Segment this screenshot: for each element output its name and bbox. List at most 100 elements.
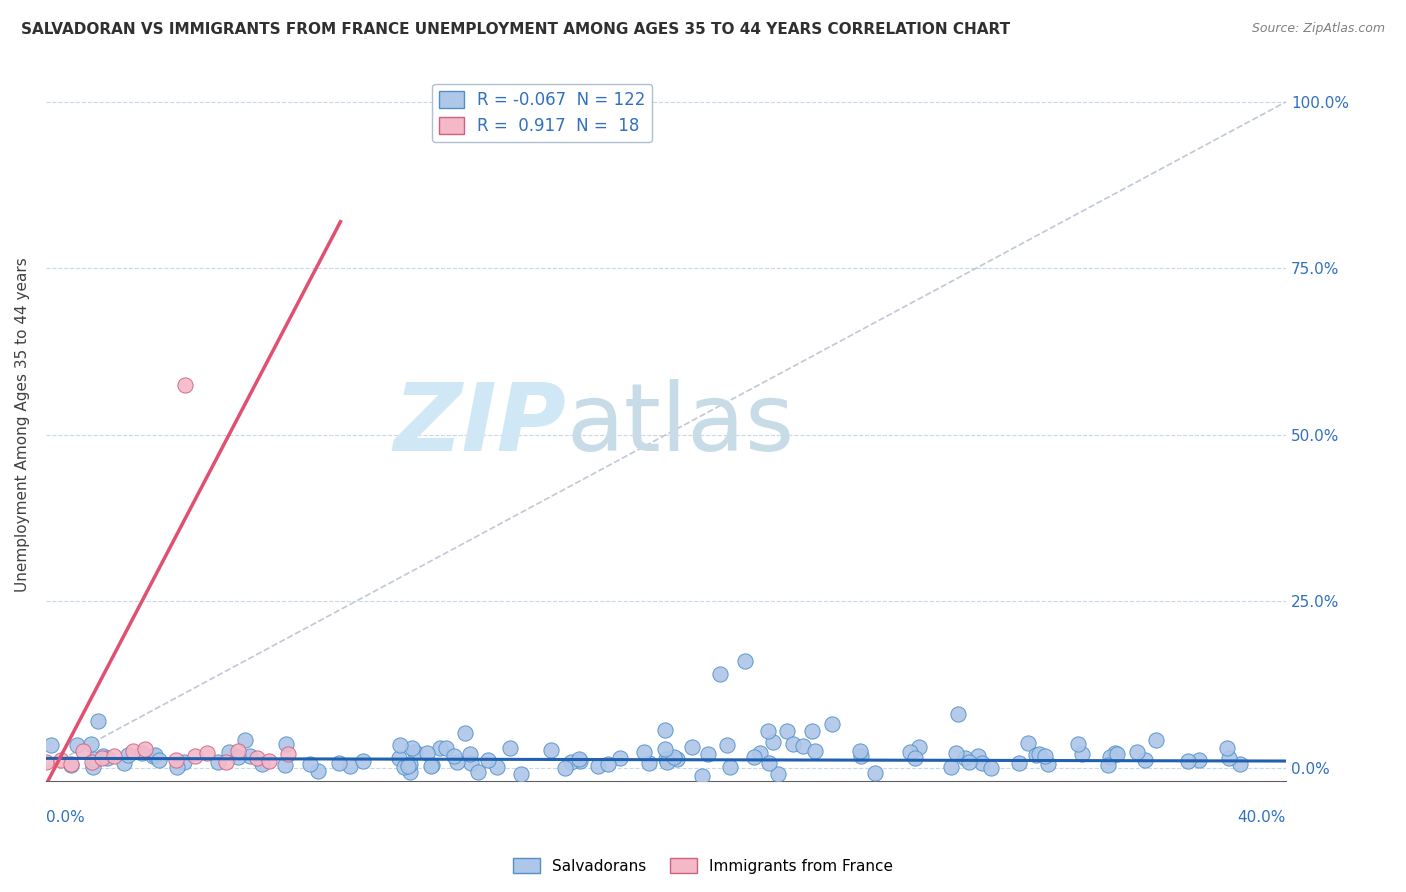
Point <box>1033 749 1056 764</box>
Point <box>756 724 779 739</box>
Point <box>72 744 94 758</box>
Point <box>235 733 257 747</box>
Point <box>142 749 165 764</box>
Point <box>499 741 522 756</box>
Point <box>716 739 738 753</box>
Point <box>458 747 481 761</box>
Point <box>967 749 990 764</box>
Point <box>1144 732 1167 747</box>
Point <box>1133 753 1156 767</box>
Text: 40.0%: 40.0% <box>1237 810 1286 824</box>
Point <box>419 759 441 773</box>
Point <box>66 738 89 752</box>
Point <box>568 752 591 766</box>
Point <box>35 756 58 770</box>
Point <box>82 756 104 770</box>
Point <box>134 742 156 756</box>
Point <box>792 739 814 753</box>
Point <box>392 760 415 774</box>
Point <box>821 717 844 731</box>
Text: ZIP: ZIP <box>394 379 567 471</box>
Point <box>1177 755 1199 769</box>
Point <box>143 748 166 763</box>
Point <box>90 750 112 764</box>
Point <box>1216 740 1239 755</box>
Point <box>117 747 139 762</box>
Point <box>91 748 114 763</box>
Point <box>299 756 322 771</box>
Point <box>655 752 678 766</box>
Point <box>655 755 678 769</box>
Point <box>681 739 703 754</box>
Point <box>1067 737 1090 751</box>
Point <box>941 760 963 774</box>
Point <box>948 707 970 722</box>
Point <box>654 742 676 756</box>
Point <box>121 744 143 758</box>
Point <box>718 759 741 773</box>
Point <box>307 764 329 778</box>
Point <box>801 723 824 738</box>
Point <box>540 743 562 757</box>
Point <box>970 756 993 771</box>
Point <box>665 752 688 766</box>
Point <box>257 754 280 768</box>
Point <box>955 751 977 765</box>
Legend: Salvadorans, Immigrants from France: Salvadorans, Immigrants from France <box>506 852 900 880</box>
Point <box>904 751 927 765</box>
Point <box>609 751 631 765</box>
Point <box>734 654 756 668</box>
Text: 0.0%: 0.0% <box>46 810 84 824</box>
Point <box>980 761 1002 775</box>
Point <box>1025 747 1047 762</box>
Point <box>664 749 686 764</box>
Point <box>415 747 437 761</box>
Point <box>863 766 886 780</box>
Point <box>215 756 238 770</box>
Point <box>60 758 83 772</box>
Point <box>1008 756 1031 771</box>
Point <box>849 744 872 758</box>
Point <box>596 757 619 772</box>
Point <box>246 750 269 764</box>
Point <box>166 759 188 773</box>
Point <box>420 758 443 772</box>
Point <box>1098 749 1121 764</box>
Point <box>443 748 465 763</box>
Point <box>1036 757 1059 772</box>
Point <box>276 737 298 751</box>
Point <box>748 746 770 760</box>
Point <box>165 753 187 767</box>
Point <box>388 739 411 753</box>
Point <box>945 746 967 760</box>
Point <box>339 759 361 773</box>
Point <box>509 767 531 781</box>
Point <box>404 746 426 760</box>
Point <box>87 714 110 728</box>
Point <box>486 760 509 774</box>
Point <box>1070 747 1092 761</box>
Point <box>804 744 827 758</box>
Point <box>633 746 655 760</box>
Text: Source: ZipAtlas.com: Source: ZipAtlas.com <box>1251 22 1385 36</box>
Point <box>131 746 153 760</box>
Point <box>429 741 451 756</box>
Point <box>184 748 207 763</box>
Point <box>59 757 82 772</box>
Point <box>195 746 218 760</box>
Point <box>174 377 197 392</box>
Point <box>709 667 731 681</box>
Point <box>1126 745 1149 759</box>
Point <box>226 744 249 758</box>
Point <box>388 750 411 764</box>
Point <box>654 723 676 738</box>
Point <box>401 741 423 756</box>
Point <box>849 748 872 763</box>
Point <box>1104 746 1126 760</box>
Point <box>775 724 797 739</box>
Point <box>446 755 468 769</box>
Point <box>328 756 350 771</box>
Point <box>898 745 921 759</box>
Point <box>477 753 499 767</box>
Y-axis label: Unemployment Among Ages 35 to 44 years: Unemployment Among Ages 35 to 44 years <box>15 258 30 592</box>
